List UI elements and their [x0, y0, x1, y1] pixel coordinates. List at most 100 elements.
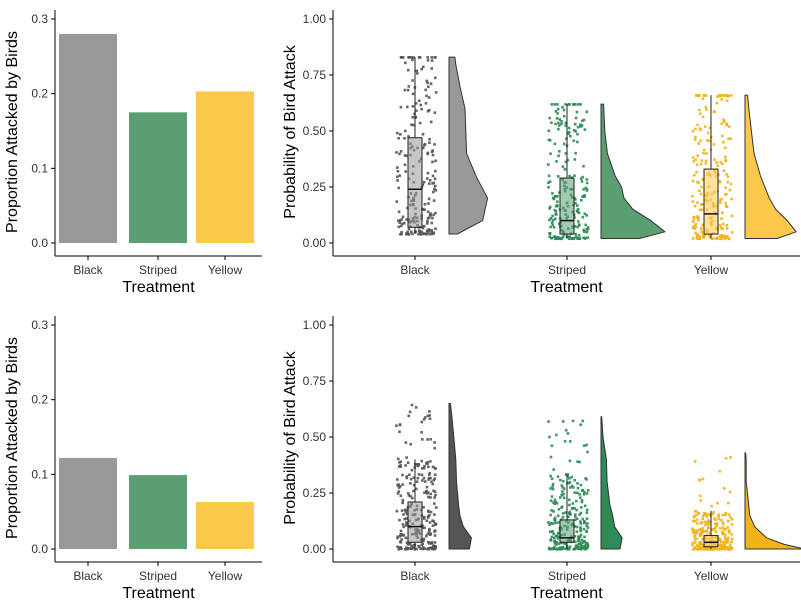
- observation-point: [580, 506, 583, 509]
- observation-point: [571, 419, 575, 423]
- observation-point: [426, 210, 430, 214]
- observation-point: [713, 522, 717, 526]
- observation-point: [699, 499, 703, 502]
- observation-point: [701, 528, 704, 532]
- observation-point: [395, 509, 399, 513]
- observation-point: [407, 227, 411, 231]
- observation-point: [550, 121, 553, 124]
- observation-point: [414, 230, 417, 234]
- observation-point: [585, 545, 588, 549]
- observation-point: [424, 88, 427, 92]
- observation-point: [399, 56, 403, 59]
- observation-point: [699, 522, 703, 525]
- observation-point: [555, 117, 559, 120]
- observation-point: [703, 125, 707, 128]
- observation-point: [556, 175, 560, 178]
- y-tick-label: 0.0: [31, 236, 48, 250]
- observation-point: [577, 237, 581, 240]
- observation-point: [556, 103, 559, 106]
- observation-point: [568, 174, 571, 178]
- observation-point: [425, 519, 429, 522]
- observation-point: [548, 180, 552, 183]
- observation-point: [718, 539, 722, 543]
- observation-point: [555, 548, 558, 551]
- observation-point: [427, 473, 431, 477]
- observation-point: [418, 56, 422, 59]
- observation-point: [692, 547, 695, 551]
- observation-point: [707, 518, 710, 522]
- observation-point: [585, 511, 589, 514]
- observation-point: [575, 530, 579, 533]
- observation-point: [693, 509, 697, 513]
- points-striped: [547, 103, 590, 241]
- observation-point: [434, 545, 437, 548]
- observation-point: [403, 548, 407, 551]
- observation-point: [572, 237, 576, 241]
- observation-point: [399, 494, 403, 498]
- observation-point: [551, 214, 554, 218]
- observation-point: [713, 110, 717, 113]
- observation-point: [422, 65, 425, 69]
- y-axis-title: Proportion Attacked by Birds: [4, 31, 21, 233]
- observation-point: [400, 230, 403, 234]
- observation-point: [708, 236, 712, 239]
- observation-point: [724, 193, 727, 196]
- observation-point: [585, 181, 589, 185]
- observation-point: [423, 526, 426, 529]
- observation-point: [411, 232, 414, 236]
- observation-point: [706, 131, 710, 135]
- observation-point: [412, 546, 415, 549]
- observation-point: [427, 495, 430, 499]
- observation-point: [426, 231, 429, 235]
- observation-point: [432, 546, 435, 550]
- observation-point: [692, 519, 695, 523]
- observation-point: [572, 486, 575, 489]
- observation-point: [426, 219, 429, 223]
- observation-point: [575, 110, 579, 114]
- observation-point: [558, 150, 561, 153]
- observation-point: [431, 232, 434, 236]
- observation-point: [580, 546, 583, 550]
- observation-point: [401, 473, 404, 477]
- observation-point: [431, 465, 435, 469]
- observation-point: [582, 195, 586, 198]
- observation-point: [415, 69, 419, 73]
- observation-point: [428, 179, 432, 182]
- observation-point: [402, 525, 405, 529]
- observation-point: [703, 148, 706, 152]
- observation-point: [432, 520, 436, 523]
- x-axis-title: Treatment: [122, 279, 195, 296]
- observation-point: [398, 221, 401, 224]
- observation-point: [726, 540, 730, 544]
- observation-point: [567, 481, 571, 485]
- observation-point: [707, 527, 710, 530]
- observation-point: [562, 114, 566, 118]
- observation-point: [558, 118, 562, 121]
- observation-point: [405, 476, 409, 480]
- observation-point: [407, 494, 411, 497]
- observation-point: [547, 163, 550, 166]
- observation-point: [701, 177, 704, 181]
- observation-point: [568, 503, 571, 507]
- observation-point: [714, 526, 717, 530]
- y-tick-label: 0.3: [31, 12, 48, 26]
- observation-point: [728, 188, 732, 192]
- observation-point: [396, 478, 399, 481]
- observation-point: [401, 483, 404, 486]
- observation-point: [549, 474, 552, 478]
- observation-point: [549, 513, 552, 517]
- observation-point: [398, 546, 402, 549]
- observation-point: [692, 173, 696, 177]
- observation-point: [404, 536, 408, 540]
- observation-point: [421, 132, 425, 136]
- observation-point: [718, 179, 721, 183]
- bar-black: [59, 33, 117, 243]
- observation-point: [581, 541, 584, 544]
- observation-point: [716, 237, 719, 241]
- observation-point: [726, 175, 730, 179]
- observation-point: [569, 486, 572, 489]
- observation-point: [403, 137, 406, 140]
- observation-point: [693, 224, 696, 228]
- observation-point: [564, 103, 567, 106]
- observation-point: [562, 142, 566, 146]
